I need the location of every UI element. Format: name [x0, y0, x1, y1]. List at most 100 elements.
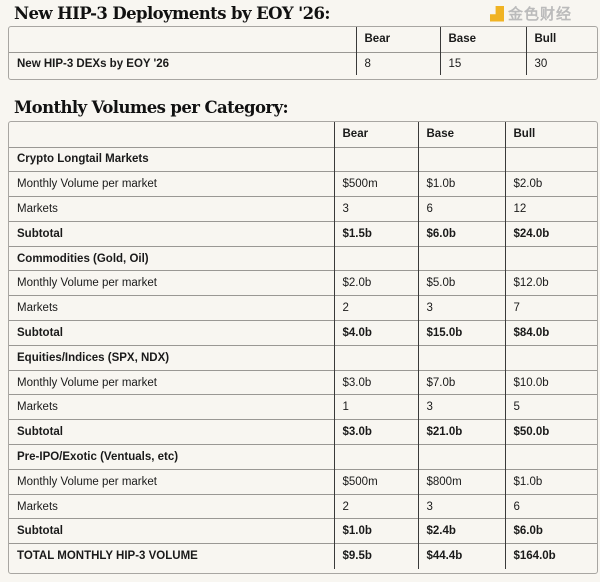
cell-base: 6 — [417, 196, 505, 222]
table-row: Monthly Volume per market $500m $800m $1.0b — [9, 468, 597, 495]
header-cell — [9, 27, 356, 52]
table-row: Monthly Volume per market $500m $1.0b $2.0b — [9, 171, 597, 197]
horizontal-scrollbar[interactable] — [9, 75, 597, 79]
table-row: Markets 2 3 6 — [9, 493, 597, 519]
category-row: Equities/Indices (SPX, NDX) — [9, 344, 597, 371]
cell-bear: 8 — [355, 51, 440, 75]
cell-bear: $500m — [333, 468, 418, 495]
cell-bear: 2 — [333, 493, 418, 519]
cell-base — [417, 245, 505, 271]
cell-bull: $12.0b — [504, 270, 597, 296]
row-label: Crypto Longtail Markets — [9, 146, 334, 172]
cell-bear: $4.0b — [333, 320, 418, 346]
cell-bear: 3 — [333, 196, 418, 222]
horizontal-scrollbar[interactable] — [9, 569, 597, 573]
table-row: New HIP-3 DEXs by EOY '26 8 15 30 — [9, 51, 597, 75]
cell-base: $2.4b — [417, 518, 505, 544]
table-header-row: Bear Base Bull — [9, 122, 597, 147]
cell-base — [417, 444, 505, 470]
cell-base: $5.0b — [417, 270, 505, 296]
cell-base: $21.0b — [417, 419, 505, 445]
cell-bull: $24.0b — [504, 220, 597, 247]
header-bear: Bear — [355, 27, 440, 52]
row-label: Markets — [9, 394, 334, 420]
table-row: Markets 2 3 7 — [9, 295, 597, 321]
row-label: Subtotal — [9, 518, 334, 544]
total-row: TOTAL MONTHLY HIP-3 VOLUME $9.5b $44.4b $16… — [9, 543, 597, 569]
cell-bull: 6 — [504, 493, 597, 519]
cell-base: $6.0b — [417, 220, 505, 247]
deployments-table: Bear Base Bull New HIP-3 DEXs by EOY '26… — [9, 27, 597, 75]
cell-base: 3 — [417, 394, 505, 420]
cell-bear: $1.5b — [333, 220, 418, 247]
row-label: Monthly Volume per market — [9, 270, 334, 296]
cell-bear: $2.0b — [333, 270, 418, 296]
cell-base: 3 — [417, 295, 505, 321]
table-row: Subtotal $4.0b $15.0b $84.0b — [9, 320, 597, 346]
row-label: Subtotal — [9, 320, 334, 346]
cell-bull — [504, 146, 597, 172]
cell-bull: $2.0b — [504, 171, 597, 197]
row-label: TOTAL MONTHLY HIP-3 VOLUME — [9, 543, 334, 569]
category-row: Crypto Longtail Markets — [9, 146, 597, 172]
header-base: Base — [439, 27, 526, 52]
row-label: Markets — [9, 295, 334, 321]
header-base: Base — [417, 122, 505, 147]
cell-bear: 2 — [333, 295, 418, 321]
cell-bull: 7 — [504, 295, 597, 321]
cell-bull — [504, 444, 597, 470]
row-label: Subtotal — [9, 220, 334, 247]
deployments-title: New HIP-3 Deployments by EOY '26: — [14, 4, 330, 23]
row-label: Markets — [9, 493, 334, 519]
cell-bear: $1.0b — [333, 518, 418, 544]
cell-base: $44.4b — [417, 543, 505, 569]
cell-bear: $3.0b — [333, 369, 418, 395]
cell-bear — [333, 146, 418, 172]
header-cell — [9, 122, 334, 147]
volumes-table-container: Bear Base Bull Crypto Longtail Markets Mo… — [8, 121, 598, 574]
cell-bull — [504, 344, 597, 371]
cell-bull: $1.0b — [504, 468, 597, 495]
row-label: Commodities (Gold, Oil) — [9, 245, 334, 271]
table-row: Monthly Volume per market $3.0b $7.0b $10.0… — [9, 369, 597, 395]
cell-bull: 12 — [504, 196, 597, 222]
cell-bull: $50.0b — [504, 419, 597, 445]
row-label: Monthly Volume per market — [9, 171, 334, 197]
table-row: Subtotal $1.5b $6.0b $24.0b — [9, 220, 597, 247]
volumes-title: Monthly Volumes per Category: — [14, 98, 289, 117]
cell-bear — [333, 444, 418, 470]
cell-bull: $10.0b — [504, 369, 597, 395]
table-row: Markets 1 3 5 — [9, 394, 597, 420]
volumes-table: Bear Base Bull Crypto Longtail Markets Mo… — [9, 122, 597, 569]
row-label: Equities/Indices (SPX, NDX) — [9, 344, 334, 371]
cell-bear — [333, 245, 418, 271]
cell-base: $1.0b — [417, 171, 505, 197]
cell-bull: 5 — [504, 394, 597, 420]
cell-base: 15 — [439, 51, 526, 75]
row-label: Monthly Volume per market — [9, 369, 334, 395]
cell-bull: $84.0b — [504, 320, 597, 346]
watermark: 金色财经 — [490, 3, 572, 24]
cell-base — [417, 344, 505, 371]
table-row: Subtotal $1.0b $2.4b $6.0b — [9, 518, 597, 544]
cell-base: $7.0b — [417, 369, 505, 395]
cell-base: 3 — [417, 493, 505, 519]
cell-bear: 1 — [333, 394, 418, 420]
row-label: Pre-IPO/Exotic (Ventuals, etc) — [9, 444, 334, 470]
row-label: Markets — [9, 196, 334, 222]
cell-base — [417, 146, 505, 172]
cell-base: $800m — [417, 468, 505, 495]
cell-bull: 30 — [525, 51, 597, 75]
cell-bull — [504, 245, 597, 271]
header-bear: Bear — [333, 122, 418, 147]
cell-bear: $3.0b — [333, 419, 418, 445]
row-label: Subtotal — [9, 419, 334, 445]
header-bull: Bull — [525, 27, 597, 52]
table-row: Markets 3 6 12 — [9, 196, 597, 222]
category-row: Pre-IPO/Exotic (Ventuals, etc) — [9, 444, 597, 470]
table-row: Monthly Volume per market $2.0b $5.0b $12.0… — [9, 270, 597, 296]
cell-bull: $164.0b — [504, 543, 597, 569]
table-row: Subtotal $3.0b $21.0b $50.0b — [9, 419, 597, 445]
header-bull: Bull — [504, 122, 597, 147]
row-label: New HIP-3 DEXs by EOY '26 — [9, 51, 356, 75]
